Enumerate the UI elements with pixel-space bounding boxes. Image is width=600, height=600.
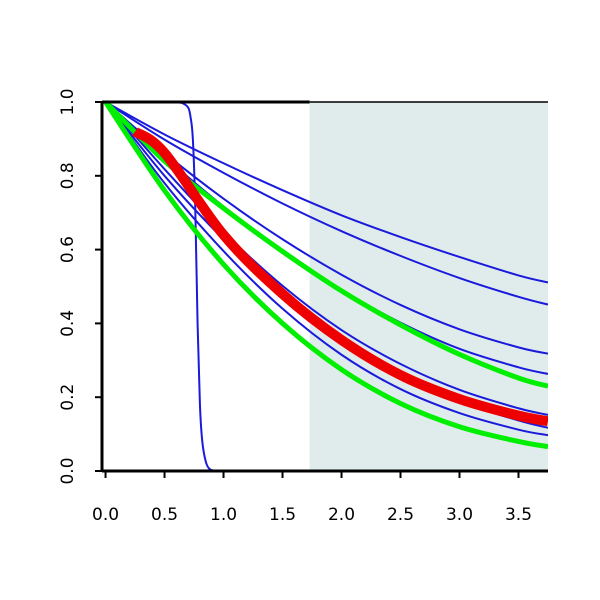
series-line-blue-6: [104, 101, 548, 437]
x-tick-label: 0.0: [92, 505, 119, 525]
series-line-green-9: [103, 100, 548, 450]
y-tick-label: 1.0: [58, 88, 78, 115]
ticks-layer: 0.0 0.5 1.0 1.5 2.0 2.5 3.0 3.5 0.0 0.2 0.4 0.6 0.8 1…: [58, 88, 532, 525]
x-tick-label: 2.5: [387, 505, 414, 525]
y-tick-label: 0.0: [58, 457, 78, 484]
y-tick-label: 0.8: [58, 162, 78, 189]
x-tick-label: 3.0: [446, 505, 473, 525]
series-line-red-10: [132, 127, 548, 427]
x-tick-label: 1.0: [210, 505, 237, 525]
y-tick-label: 0.4: [58, 310, 78, 337]
x-tick-label: 0.5: [151, 505, 178, 525]
x-tick-label: 2.0: [328, 505, 355, 525]
series-line-blue-1: [105, 101, 548, 306]
y-tick-label: 0.2: [58, 384, 78, 411]
x-tick-label: 3.5: [505, 505, 532, 525]
axes-layer: [100, 100, 548, 473]
x-tick-label: 1.5: [269, 505, 296, 525]
series-line-blue-0: [105, 101, 548, 284]
series-line-blue-4: [104, 101, 548, 416]
y-tick-label: 0.6: [58, 236, 78, 263]
